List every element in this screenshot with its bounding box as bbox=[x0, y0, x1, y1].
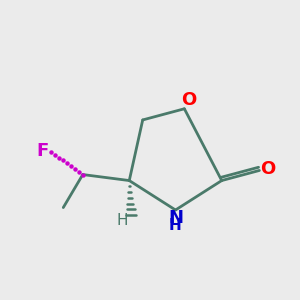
Text: H: H bbox=[116, 213, 128, 228]
Text: H: H bbox=[169, 218, 182, 233]
Text: O: O bbox=[181, 92, 196, 110]
Text: N: N bbox=[168, 209, 183, 227]
Text: F: F bbox=[37, 142, 49, 160]
Text: O: O bbox=[260, 160, 275, 178]
